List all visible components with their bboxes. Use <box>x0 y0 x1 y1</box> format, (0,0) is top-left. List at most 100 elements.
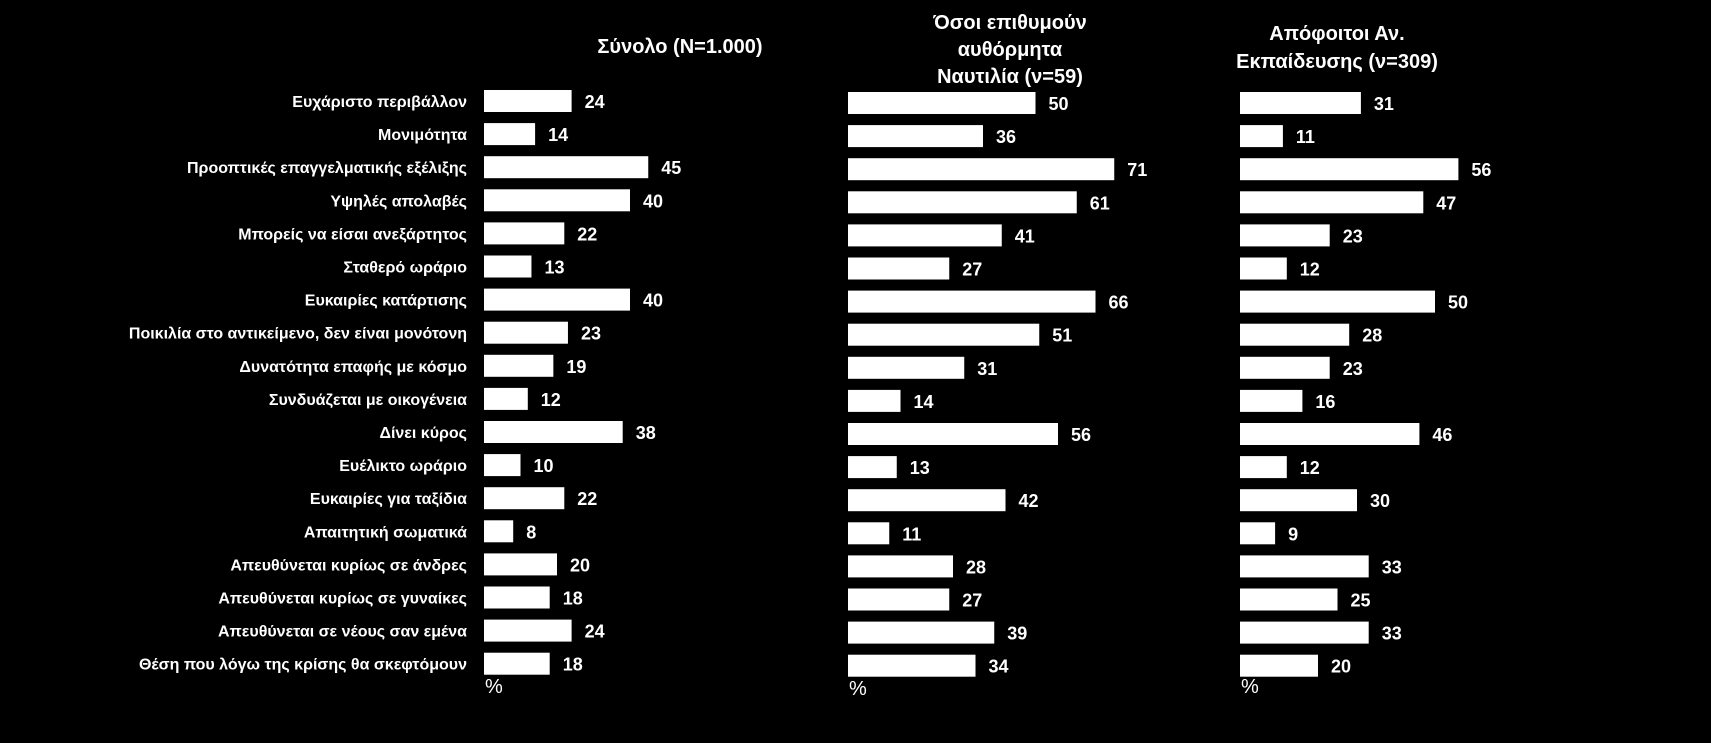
series-title: Εκπαίδευσης (ν=309) <box>1236 51 1438 73</box>
bar <box>1240 654 1318 677</box>
series-title: Όσοι επιθυμούν <box>932 12 1087 34</box>
data-label: 27 <box>962 260 982 280</box>
bar <box>848 456 897 479</box>
data-label: 40 <box>643 191 663 211</box>
bar <box>484 454 521 477</box>
data-label: 23 <box>1343 226 1363 246</box>
bar <box>1240 389 1303 412</box>
data-label: 56 <box>1471 160 1491 180</box>
data-label: 24 <box>585 622 605 642</box>
data-label: 24 <box>585 92 605 112</box>
bar <box>848 125 983 148</box>
bar <box>484 586 550 609</box>
data-label: 39 <box>1007 624 1027 644</box>
data-label: 11 <box>1296 127 1315 147</box>
data-label: 20 <box>570 555 590 575</box>
category-label: Ποικιλία στο αντικείμενο, δεν είναι μονό… <box>129 326 467 343</box>
data-label: 28 <box>1362 326 1382 346</box>
data-label: 18 <box>563 655 583 675</box>
data-label: 23 <box>581 324 601 344</box>
bar <box>484 156 649 179</box>
bar <box>484 90 572 112</box>
bar <box>1240 489 1357 512</box>
category-label: Ευέλικτο ωράριο <box>339 458 467 475</box>
data-label: 50 <box>1049 94 1069 114</box>
category-label: Ευχάριστο περιβάλλον <box>292 94 467 111</box>
bar <box>848 489 1006 512</box>
data-label: 11 <box>902 524 921 544</box>
unit-label: % <box>485 676 503 698</box>
data-label: 28 <box>966 557 986 577</box>
bar <box>1240 323 1350 346</box>
data-label: 38 <box>636 423 656 443</box>
bar <box>484 222 565 245</box>
data-label: 23 <box>1343 359 1363 379</box>
bar <box>1240 522 1276 545</box>
bar <box>1240 423 1420 445</box>
data-label: 36 <box>996 127 1016 147</box>
bar <box>848 621 995 644</box>
category-label: Απευθύνεται σε νέους σαν εμένα <box>218 624 467 641</box>
bar <box>484 619 572 642</box>
data-label: 30 <box>1370 491 1390 511</box>
bar <box>484 354 554 377</box>
category-label: Ευκαιρίες για ταξίδια <box>310 491 467 508</box>
data-label: 61 <box>1090 193 1110 213</box>
bar <box>1240 158 1459 181</box>
category-label: Απευθύνεται κυρίως σε άνδρες <box>230 557 467 574</box>
bar <box>848 158 1115 181</box>
data-label: 31 <box>977 359 997 379</box>
data-label: 12 <box>1300 260 1320 280</box>
bar <box>848 522 890 545</box>
data-label: 19 <box>566 357 586 377</box>
bar <box>848 224 1002 247</box>
category-label: Δίνει κύρος <box>379 425 467 442</box>
category-label: Προοπτικές επαγγελματικής εξέλιξης <box>187 160 467 177</box>
bar <box>1240 356 1330 379</box>
data-label: 41 <box>1015 226 1035 246</box>
series-title: Σύνολο (Ν=1.000) <box>597 36 762 58</box>
bar <box>1240 290 1435 313</box>
bar <box>848 654 976 677</box>
bar <box>848 356 965 379</box>
data-label: 8 <box>526 522 536 542</box>
bar <box>1240 191 1424 214</box>
bar <box>848 323 1040 346</box>
data-label: 14 <box>914 392 934 412</box>
bar <box>1240 224 1330 247</box>
bar <box>484 255 532 278</box>
data-label: 34 <box>989 657 1009 677</box>
data-label: 10 <box>534 456 554 476</box>
bar <box>484 387 528 410</box>
data-label: 16 <box>1315 392 1335 412</box>
series-title: Ναυτιλία (ν=59) <box>937 66 1083 88</box>
bar <box>1240 555 1369 578</box>
bar <box>1240 456 1287 479</box>
bar <box>484 652 550 675</box>
data-label: 45 <box>661 158 681 178</box>
bar <box>484 487 565 510</box>
data-label: 20 <box>1331 657 1351 677</box>
category-label: Σταθερό ωράριο <box>343 260 467 277</box>
bar <box>484 189 630 212</box>
bar <box>1240 125 1283 148</box>
bar <box>484 421 623 443</box>
category-label: Ευκαιρίες κατάρτισης <box>305 293 467 310</box>
bar <box>848 389 901 412</box>
data-label: 51 <box>1052 326 1072 346</box>
data-label: 22 <box>577 489 597 509</box>
unit-label: % <box>849 678 867 700</box>
data-label: 66 <box>1109 293 1129 313</box>
data-label: 46 <box>1432 425 1452 445</box>
data-label: 33 <box>1382 624 1402 644</box>
bar <box>848 92 1036 114</box>
data-label: 27 <box>962 591 982 611</box>
category-label: Απαιτητική σωματικά <box>304 524 467 541</box>
data-label: 42 <box>1019 491 1039 511</box>
bar <box>484 553 557 576</box>
data-label: 13 <box>910 458 930 478</box>
bar <box>1240 588 1338 611</box>
bar <box>848 257 950 280</box>
data-label: 25 <box>1351 591 1371 611</box>
bar <box>848 588 950 611</box>
